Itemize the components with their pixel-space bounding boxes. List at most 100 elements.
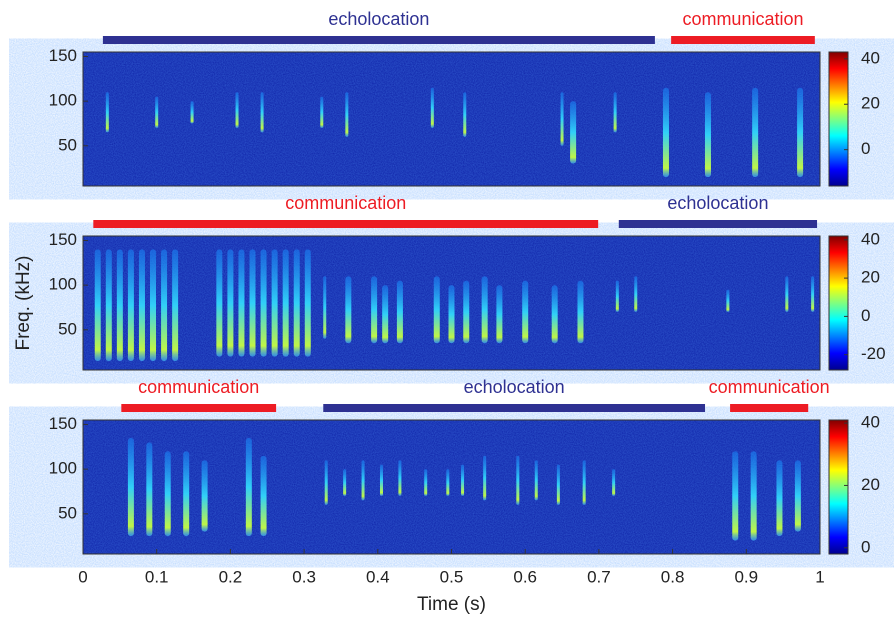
call	[556, 464, 560, 505]
call	[343, 469, 347, 496]
call	[522, 280, 529, 344]
colorbar	[828, 419, 849, 555]
call	[324, 460, 328, 505]
call	[726, 289, 730, 312]
y-tick-label: 50	[58, 319, 77, 338]
call	[227, 249, 234, 357]
call	[105, 92, 109, 133]
colorbar-tick-label: 20	[861, 475, 880, 494]
colorbar	[828, 51, 849, 187]
call	[105, 249, 112, 362]
call	[238, 249, 245, 357]
call	[797, 87, 804, 178]
segment-label: communication	[709, 377, 830, 397]
segment-label: communication	[682, 9, 803, 29]
colorbar-tick-label: -20	[861, 344, 886, 363]
call	[216, 249, 223, 357]
call	[577, 280, 584, 344]
x-tick-label: 1	[815, 567, 824, 586]
x-tick-label: 0.4	[366, 567, 390, 586]
call	[582, 460, 586, 505]
call	[534, 460, 538, 501]
call	[551, 285, 558, 344]
y-tick-label: 100	[49, 459, 77, 478]
call	[164, 451, 171, 537]
colorbar-tick-label: 40	[861, 229, 880, 248]
y-tick-label: 150	[49, 230, 77, 249]
call	[271, 249, 278, 357]
call	[190, 101, 194, 124]
x-tick-label: 0.8	[661, 567, 685, 586]
call	[116, 249, 123, 362]
call	[424, 469, 428, 496]
call	[516, 455, 520, 505]
call	[461, 464, 465, 496]
x-tick-label: 0.3	[292, 567, 316, 586]
segment-label: echolocation	[464, 377, 565, 397]
y-tick-label: 50	[58, 503, 77, 522]
call	[260, 249, 267, 357]
colorbar-tick-label: 20	[861, 268, 880, 287]
call	[662, 87, 669, 178]
x-tick-label: 0.1	[145, 567, 169, 586]
call	[732, 451, 739, 541]
colorbar-tick-label: 20	[861, 94, 880, 113]
y-axis-label: Freq. (kHz)	[13, 256, 34, 351]
call	[634, 276, 638, 312]
plot-frame	[82, 51, 821, 187]
call	[183, 451, 190, 537]
call	[172, 249, 179, 362]
colorbar	[828, 235, 849, 371]
call	[396, 280, 403, 344]
call	[481, 276, 488, 344]
call	[320, 96, 324, 128]
y-tick-label: 150	[49, 46, 77, 65]
call	[463, 280, 470, 344]
call	[496, 285, 503, 344]
call	[345, 276, 352, 344]
call	[323, 276, 327, 339]
call	[245, 437, 252, 537]
call	[201, 460, 208, 532]
segment-label: echolocation	[328, 9, 429, 29]
call	[612, 469, 616, 496]
call	[776, 460, 783, 537]
call	[752, 87, 759, 178]
call	[345, 92, 349, 137]
call	[433, 276, 440, 344]
x-tick-label: 0.9	[734, 567, 758, 586]
x-tick-label: 0.5	[440, 567, 464, 586]
x-tick-label: 0.2	[219, 567, 243, 586]
call	[138, 249, 145, 362]
segment-label: communication	[285, 193, 406, 213]
call	[146, 442, 153, 537]
call	[448, 285, 455, 344]
call	[94, 249, 101, 362]
call	[235, 92, 239, 128]
call	[127, 249, 134, 362]
y-tick-label: 100	[49, 91, 77, 110]
call	[560, 92, 564, 146]
call	[293, 249, 300, 357]
plot-frame	[82, 235, 821, 371]
spectrogram-noise	[83, 420, 820, 554]
call	[379, 464, 383, 496]
call	[483, 455, 487, 501]
x-axis-label: Time (s)	[417, 594, 486, 615]
colorbar-tick-label: 0	[861, 306, 870, 325]
call	[304, 249, 311, 357]
spectrogram-noise	[83, 52, 820, 186]
colorbar-tick-label: 40	[861, 48, 880, 67]
y-tick-label: 100	[49, 275, 77, 294]
call	[750, 451, 757, 541]
call	[371, 276, 378, 344]
x-tick-label: 0	[78, 567, 87, 586]
y-tick-label: 150	[49, 414, 77, 433]
x-tick-label: 0.7	[587, 567, 611, 586]
call	[260, 92, 264, 133]
segment-label: echolocation	[667, 193, 768, 213]
colorbar-tick-label: 0	[861, 537, 870, 556]
call	[430, 87, 434, 128]
y-tick-label: 50	[58, 135, 77, 154]
